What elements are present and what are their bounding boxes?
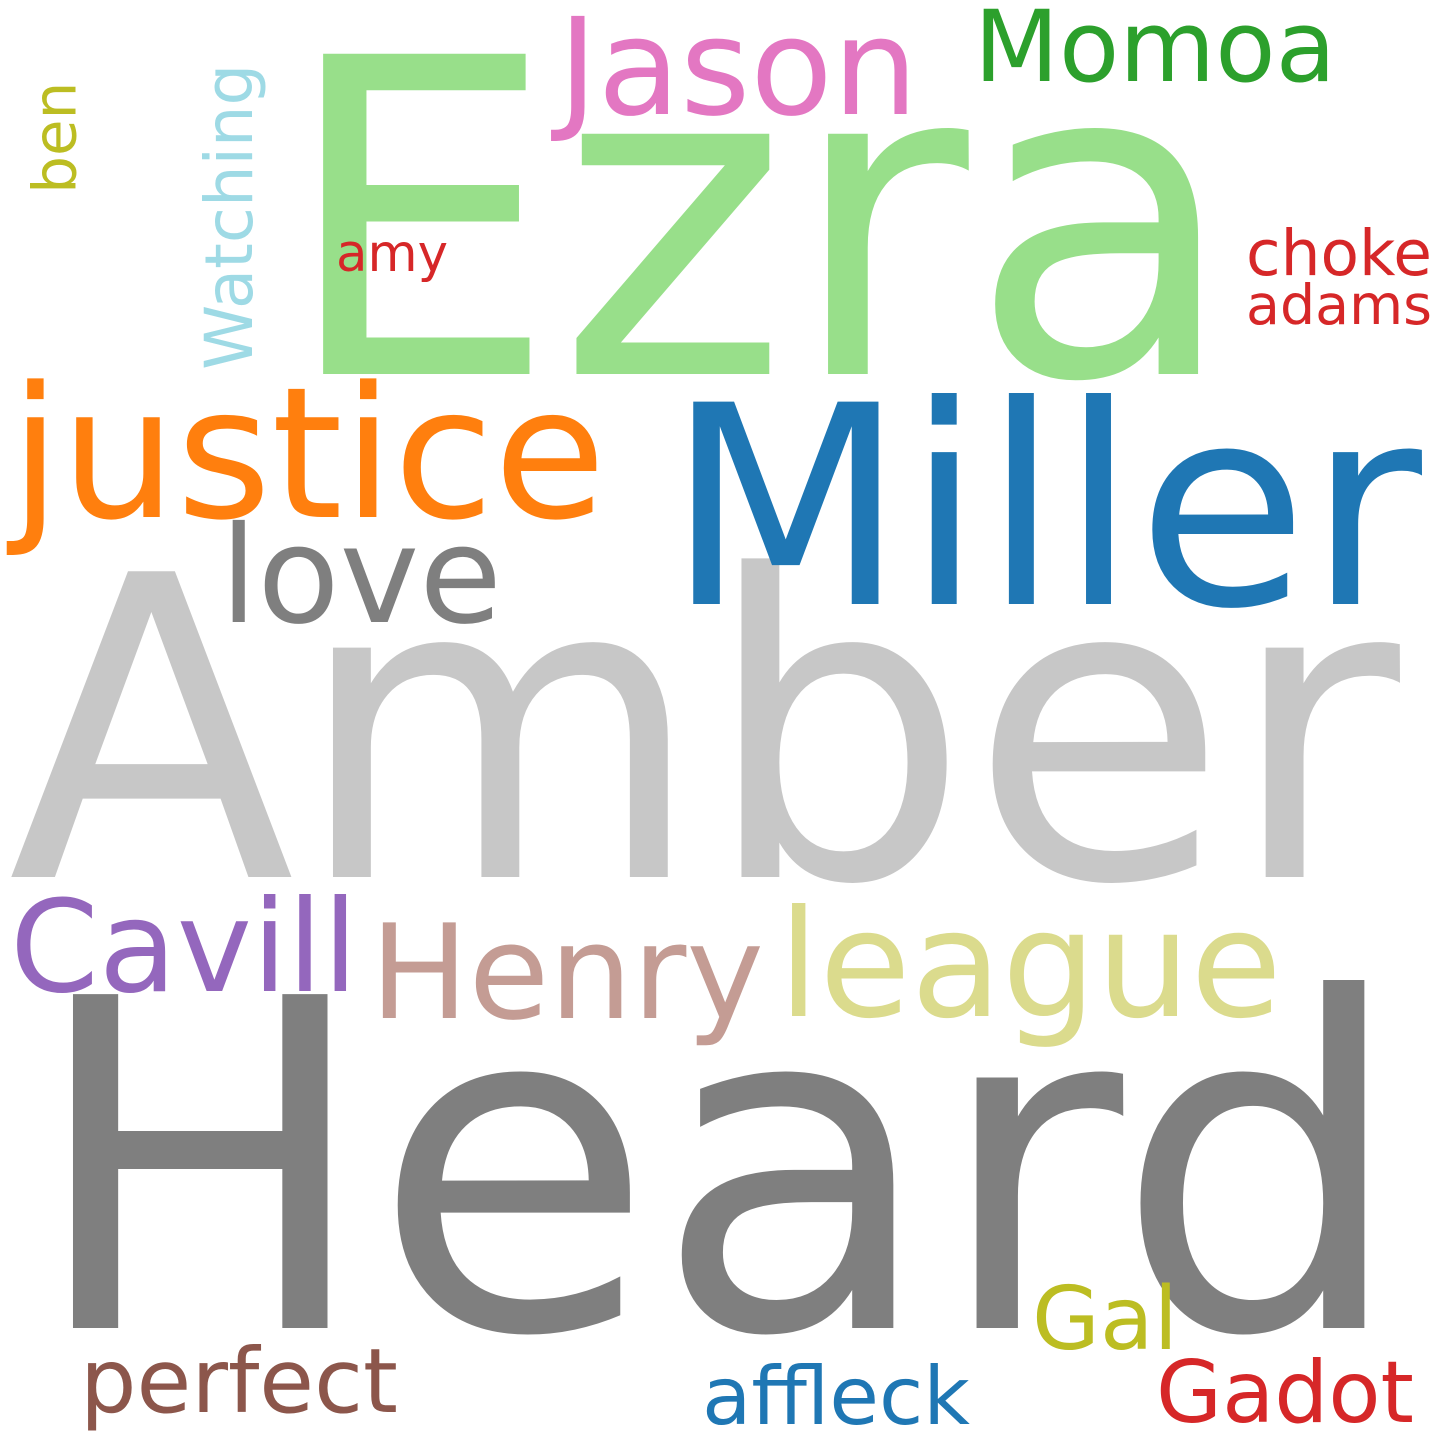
word-choke: choke [1246,216,1432,290]
word-affleck: affleck [702,1349,970,1440]
word-miller: Miller [666,347,1422,671]
word-watching: Watching [192,64,269,370]
word-henry: Henry [370,896,764,1050]
word-amy: amy [336,224,448,285]
word-league: league [778,878,1282,1052]
word-gadot: Gadot [1156,1344,1414,1440]
word-momoa: Momoa [974,0,1336,105]
word-gal: Gal [1032,1268,1178,1371]
word-ben: ben [21,82,91,194]
word-cavill: Cavill [10,873,358,1022]
word-heard: Heard [28,903,1406,1437]
word-adams: adams [1246,274,1432,339]
word-justice: justice [10,348,606,561]
word-love: love [220,496,502,654]
word-jason: Jason [558,0,918,146]
word-perfect: perfect [80,1330,398,1435]
word-ezra: Ezra [280,0,1238,479]
word-amber: Amber [8,488,1400,977]
